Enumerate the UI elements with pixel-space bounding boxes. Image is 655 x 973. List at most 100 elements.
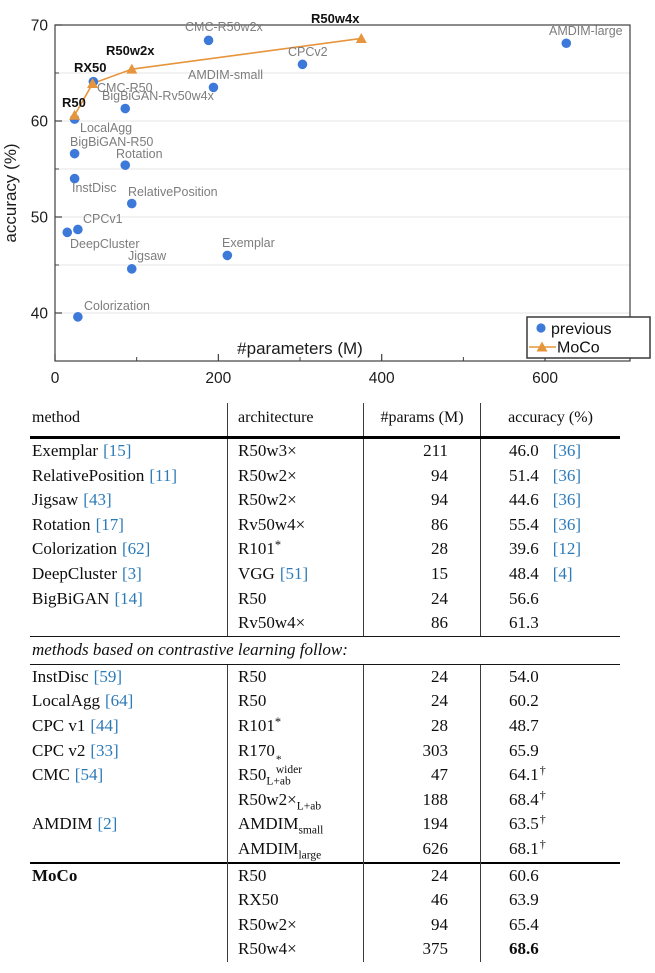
accuracy-cell: 48.7 [481,714,620,740]
architecture-name: R101 [238,539,275,559]
point-label: R50w4x [311,11,360,26]
architecture-cell: R101* [228,537,364,563]
table-section: InstDisc [59] R50 24 54.0 LocalAgg [64] R50 24 60… [30,664,620,868]
citation-link[interactable]: [36] [552,514,582,534]
table-row: Rotation [17] Rv50w4× 86 55.4 [36] [30,512,620,538]
params-cell: 94 [364,488,481,513]
params-value: 194 [422,814,449,834]
params-cell: 626 [364,836,481,868]
dagger-mark: † [539,787,546,802]
point-label: CMC-R50 [97,81,153,95]
x-tick-label: 200 [205,370,231,387]
legend-previous-marker [536,323,546,333]
method-name: BigBiGAN [32,588,110,608]
accuracy-value: 48.4 [509,563,539,583]
citation-link[interactable]: [36] [552,441,582,460]
accuracy-cell: 48.4 [4] [481,562,620,587]
citation-link[interactable]: [36] [552,490,582,510]
params-cell: 47 [364,763,481,795]
architecture-cell: RX50 [228,888,364,913]
method-cell: Rotation [17] [30,512,228,538]
method-name: Jigsaw [32,490,79,510]
accuracy-cell: 63.5† [481,812,620,843]
column-header-label: #params (M) [380,409,464,426]
citation-link[interactable]: [43] [83,490,112,510]
architecture-cell: R50w2× [228,912,364,938]
citation-link[interactable]: [54] [74,765,104,785]
dagger-mark: † [539,836,546,851]
citation-link[interactable]: [62] [121,539,151,559]
table-row: CMC [54] R50L+ab 47 64.1† [30,763,620,795]
method-name: AMDIM [32,814,93,834]
point-label: AMDIM-small [188,68,263,82]
legend-box [526,316,651,359]
citation-link[interactable]: [4] [552,563,573,583]
citation-link[interactable]: [3] [121,563,142,583]
table-header-row: method architecture #params (M) accuracy (%… [30,403,620,439]
method-cell: BigBiGAN [14] [30,586,228,612]
point-label: RelativePosition [128,185,218,199]
citation-link[interactable]: [44] [90,715,119,735]
citation-link[interactable]: [11] [149,465,178,485]
architecture-cell: R50w3× [228,439,364,464]
params-cell: 24 [364,689,481,714]
accuracy-value: 56.6 [509,588,539,608]
method-name: InstDisc [32,666,89,686]
method-cell: Colorization [62] [30,537,228,563]
accuracy-cell: 63.9 [481,888,620,913]
architecture-cell: AMDIMlarge [228,836,364,868]
legend-moco-label: MoCo [557,340,600,357]
citation-link[interactable]: [36] [552,465,582,485]
accuracy-cell: 46.0 [36] [481,439,620,464]
method-cell: DeepCluster [3] [30,561,228,587]
citation-link[interactable]: [17] [95,514,124,534]
table-row: DeepCluster [3] VGG [51] 15 48.4 [4] [30,561,620,587]
y-axis-label: accuracy (%) [1,143,20,242]
params-value: 15 [431,563,448,583]
table-row: R50w2×L+ab 188 68.4† [30,787,620,819]
citation-link[interactable]: [2] [97,814,118,834]
table-row: LocalAgg [64] R50 24 60.2 [30,689,620,714]
accuracy-value: 65.9 [509,740,539,760]
point-label: InstDisc [72,181,116,195]
accuracy-value: 63.9 [509,890,539,910]
table-row: InstDisc [59] R50 24 54.0 [30,664,620,690]
params-cell: 303 [364,738,481,776]
method-cell [30,937,228,962]
citation-link[interactable]: [12] [552,539,582,559]
params-cell: 375 [364,937,481,962]
architecture-name: R50w3× [238,441,297,460]
architecture-cell: VGG [51] [228,561,364,587]
architecture-cell: R50w2× [228,463,364,489]
citation-link[interactable]: [14] [114,588,143,608]
params-value: 86 [431,613,448,633]
table-row: Exemplar [15] R50w3× 211 46.0 [36] [30,439,620,464]
data-point-circle [120,160,131,170]
x-tick-label: 0 [51,370,60,387]
params-cell: 46 [364,888,481,913]
accuracy-cell: 39.6 [12] [481,537,620,563]
citation-link[interactable]: [51] [279,563,309,583]
table-row: CPC v1 [44] R101* 28 48.7 [30,713,620,740]
column-header-label: architecture [238,409,314,426]
method-cell [30,787,228,819]
accuracy-cell: 60.6 [481,864,620,889]
architecture-name: R50w2× [238,789,297,809]
arch-superscript: * [275,753,282,766]
citation-link[interactable]: [33] [90,740,119,760]
method-cell: LocalAgg [64] [30,689,228,714]
x-axis-label: #parameters (M) [237,339,363,358]
params-value: 626 [422,838,449,858]
params-value: 24 [431,666,448,686]
citation-link[interactable]: [15] [103,441,132,460]
params-cell: 94 [364,912,481,938]
citation-link[interactable]: [59] [93,666,122,686]
point-label: BigBiGAN-R50 [70,135,153,149]
column-header: #params (M) [364,403,481,436]
point-label: AMDIM-large [549,24,623,38]
accuracy-value: 61.3 [509,613,539,633]
citation-link[interactable]: [64] [104,691,134,711]
params-cell: 86 [364,512,481,538]
point-label: LocalAgg [80,121,132,135]
architecture-name: R50w4× [238,939,297,959]
